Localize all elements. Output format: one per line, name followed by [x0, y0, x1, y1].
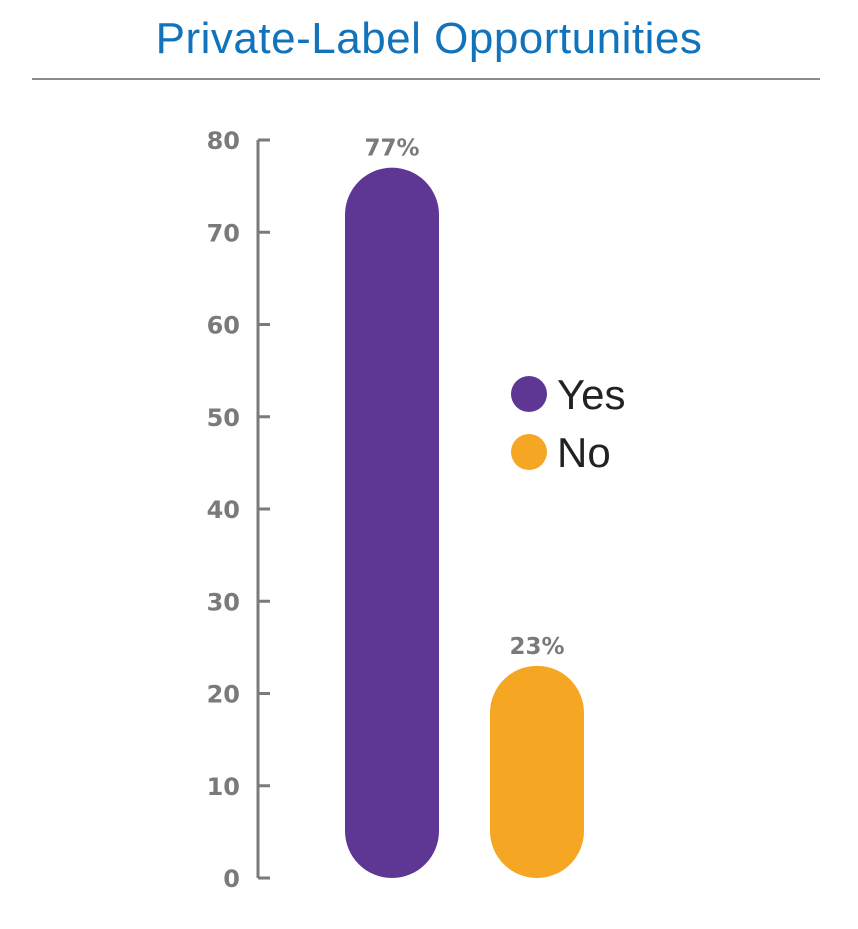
y-tick-label: 40 — [207, 496, 240, 524]
y-tick-label: 50 — [207, 404, 240, 432]
bar-yes — [345, 167, 439, 879]
y-tick-label: 10 — [207, 773, 240, 801]
bar-no — [490, 665, 584, 878]
y-tick-label: 80 — [207, 127, 240, 155]
data-label-yes: 77% — [364, 136, 419, 162]
legend-swatch-no — [511, 434, 547, 470]
legend-swatch-yes — [511, 376, 547, 412]
y-tick-label: 0 — [223, 865, 240, 893]
y-tick-label: 30 — [207, 588, 240, 616]
title-divider — [32, 78, 820, 80]
chart-title: Private-Label Opportunities — [155, 14, 703, 63]
y-tick-label: 70 — [207, 219, 240, 247]
y-tick-label: 20 — [207, 681, 240, 709]
data-label-no: 23% — [509, 634, 564, 660]
legend-label-yes: Yes — [557, 371, 626, 418]
y-tick-label: 60 — [207, 312, 240, 340]
legend-label-no: No — [557, 429, 611, 476]
